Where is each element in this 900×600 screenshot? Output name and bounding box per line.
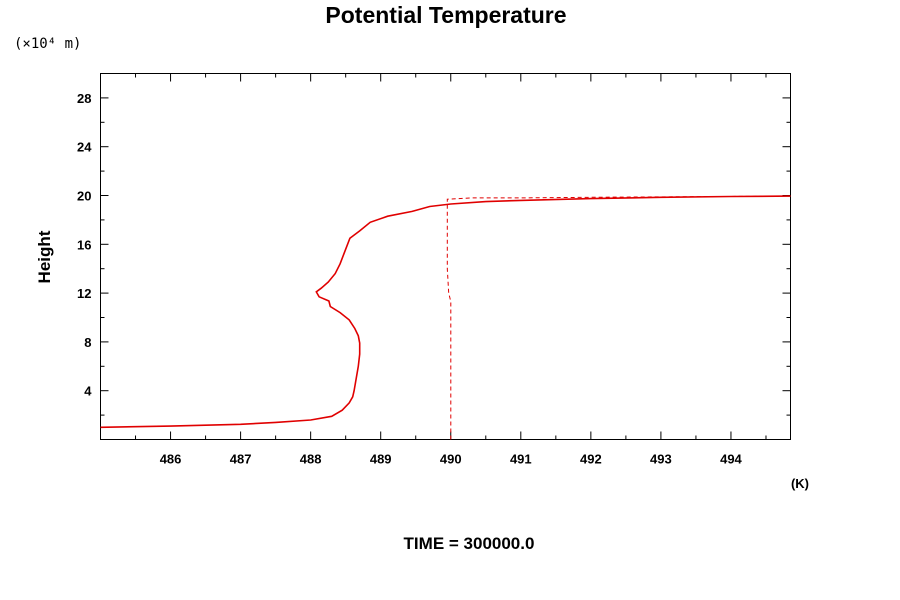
x-tick-label: 492: [580, 452, 602, 467]
y-tick-label: 20: [77, 189, 91, 204]
x-axis-unit: (K): [791, 476, 809, 491]
x-tick-label: 490: [440, 452, 462, 467]
y-tick-label: 24: [77, 140, 92, 155]
plot-frame: [100, 73, 791, 440]
y-axis-label: Height: [35, 230, 54, 283]
y-tick-label: 8: [84, 335, 91, 350]
x-tick-label: 493: [650, 452, 672, 467]
x-tick-label: 486: [160, 452, 182, 467]
x-tick-label: 488: [300, 452, 322, 467]
x-tick-label: 494: [720, 452, 742, 467]
chart-title: Potential Temperature: [325, 2, 566, 28]
solid-series-line: [100, 195, 791, 429]
axis-tick-labels: 486 487 488 489 490 491 492 493 494 4 8 12 16 20 24 28: [77, 91, 743, 467]
y-tick-label: 28: [77, 91, 91, 106]
y-axis-unit: (×10⁴ m): [14, 36, 81, 52]
y-tick-label: 16: [77, 237, 91, 252]
y-tick-label: 4: [84, 384, 92, 399]
dashed-series-line: [446, 195, 791, 440]
x-tick-label: 489: [370, 452, 392, 467]
axis-ticks: [100, 73, 791, 440]
y-tick-label: 12: [77, 286, 91, 301]
x-tick-label: 491: [510, 452, 532, 467]
time-label: TIME = 300000.0: [404, 534, 535, 553]
data-series: [100, 195, 791, 440]
x-tick-label: 487: [230, 452, 252, 467]
